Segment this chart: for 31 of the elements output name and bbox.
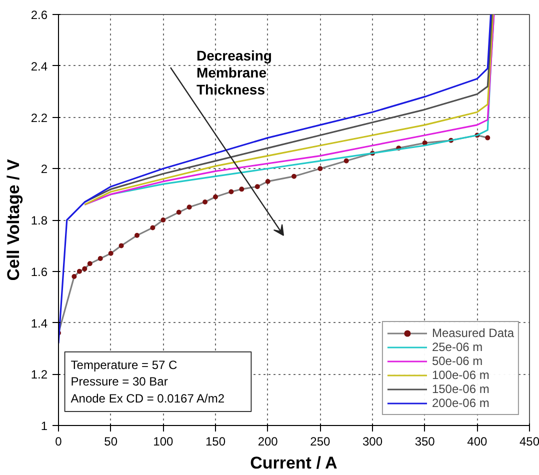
legend-label: 150e-06 m <box>432 382 490 396</box>
annotation: Decreasing Membrane Thickness <box>196 48 272 98</box>
y-tick-label: 2.4 <box>30 59 48 74</box>
x-tick-label: 400 <box>467 434 488 448</box>
legend-label: 50e-06 m <box>432 354 483 368</box>
y-tick-label: 1.2 <box>30 368 48 382</box>
annotation: Anode Ex CD = 0.0167 A/m2 <box>70 392 225 406</box>
x-tick-label: 350 <box>414 434 436 448</box>
y-tick-label: 1.4 <box>30 316 48 330</box>
legend-label: 100e-06 m <box>432 368 490 382</box>
x-tick-label: 50 <box>104 434 118 448</box>
x-axis-title: Current / A <box>250 454 338 472</box>
x-tick-label: 100 <box>153 434 174 448</box>
annotation: Temperature = 57 C <box>70 358 178 372</box>
y-tick-label: 1 <box>40 419 48 433</box>
y-tick-label: 1.8 <box>30 214 48 228</box>
x-tick-label: 250 <box>310 434 331 448</box>
x-tick-label: 150 <box>205 434 226 448</box>
y-tick-label: 2 <box>40 162 48 176</box>
x-tick-label: 0 <box>55 434 62 448</box>
annotation: Pressure = 30 Bar <box>70 374 168 389</box>
y-tick-label: 2.6 <box>30 8 48 22</box>
x-tick-label: 300 <box>362 434 383 448</box>
x-tick-label: 200 <box>258 434 278 448</box>
legend-label: Measured Data <box>432 326 514 340</box>
y-axis-title: Cell Voltage / V <box>4 158 23 281</box>
x-tick-label: 450 <box>519 434 539 448</box>
legend-label: 25e-06 m <box>432 340 483 354</box>
legend-label: 200e-06 m <box>432 396 490 410</box>
y-tick-label: 1.6 <box>30 264 48 279</box>
y-tick-label: 2.2 <box>30 110 48 125</box>
